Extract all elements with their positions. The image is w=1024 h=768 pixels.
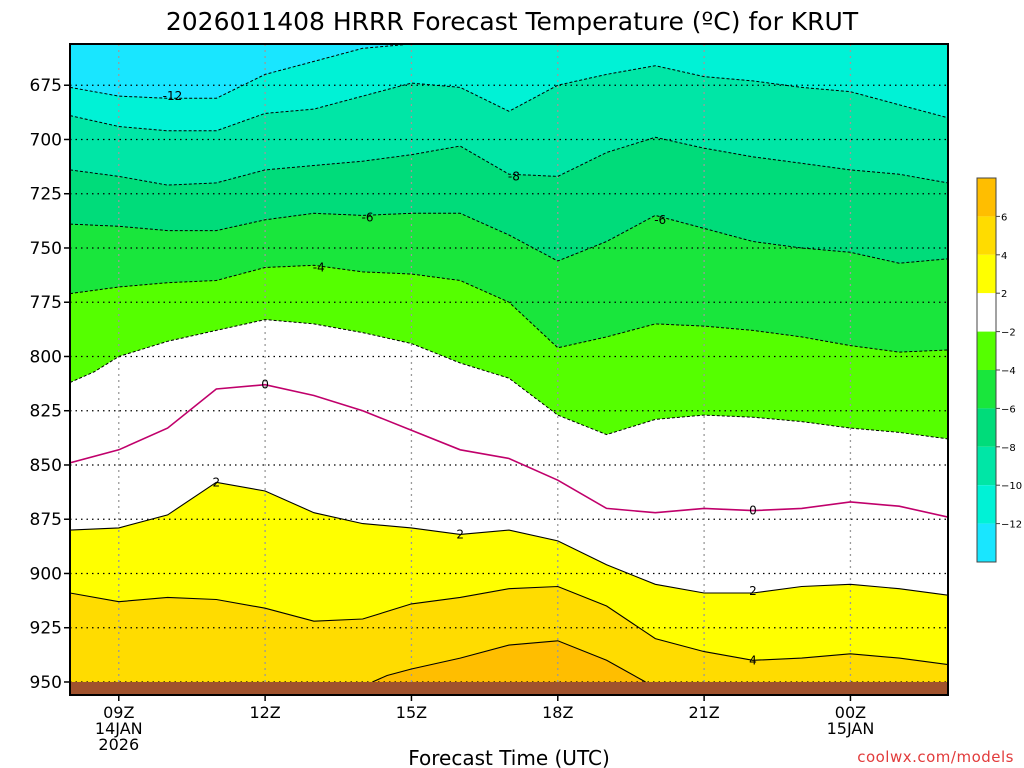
color-legend: 6 4 2 −2 −4 −6 −8 −10 −12: [976, 177, 1022, 563]
y-tick-label: 750: [30, 239, 62, 259]
legend-label: −12: [1001, 520, 1022, 531]
band-4-to-6: [70, 586, 948, 695]
contour-6: [372, 640, 646, 683]
contour-2: [70, 481, 948, 596]
contour-label: 0: [749, 504, 757, 518]
y-tick-label: 725: [30, 185, 62, 205]
y-tick-label: 875: [30, 510, 62, 530]
y-tick-label: 775: [30, 293, 62, 313]
y-axis-ticks: 675 700 725 750 775 800 825 850 875 900 925 950: [30, 76, 70, 693]
contour-minus4: [70, 264, 948, 353]
legend-label: −10: [1001, 481, 1022, 492]
x-tick-label: 12Z: [249, 703, 280, 722]
legend-swatch: [977, 408, 996, 447]
y-tick-label: 825: [30, 402, 62, 422]
legend-swatch: [977, 178, 996, 217]
y-tick-label: 925: [30, 619, 62, 639]
x-tick-label: 00Z: [835, 703, 866, 722]
ground: [70, 681, 948, 695]
legend-label: 6: [1001, 212, 1007, 223]
legend-swatch: [977, 370, 996, 409]
x-tick-label: 15JAN: [827, 719, 875, 738]
contour-minus8: [70, 136, 948, 186]
credit-text: coolwx.com/models: [857, 748, 1014, 766]
y-tick-label: 800: [30, 347, 62, 367]
legend-swatch: [977, 331, 996, 370]
contour-minus12: [70, 44, 466, 99]
x-tick-label: 14JAN: [95, 719, 143, 738]
legend-swatch: [977, 485, 996, 524]
contour-lines: [70, 44, 948, 683]
y-tick-label: 950: [30, 673, 62, 693]
legend-label: −8: [1001, 443, 1016, 454]
contour-minus2: [70, 319, 948, 440]
contour-4: [70, 585, 948, 666]
legend-label: 2: [1001, 289, 1007, 300]
legend-label: −4: [1001, 366, 1016, 377]
y-tick-label: 850: [30, 456, 62, 476]
temperature-fill-bands: [70, 44, 948, 695]
contour-label: -6: [654, 213, 666, 227]
contour-label: 2: [749, 584, 757, 598]
x-tick-label: 2026: [98, 735, 139, 754]
legend-swatch: [977, 216, 996, 255]
contour-label: 2: [213, 475, 221, 489]
legend-label: −6: [1001, 404, 1016, 415]
legend-swatch: [977, 293, 996, 332]
y-tick-label: 675: [30, 76, 62, 96]
x-tick-label: 15Z: [396, 703, 427, 722]
plot-frame: [69, 43, 949, 696]
chart-title: 2026011408 HRRR Forecast Temperature (ºC…: [166, 7, 859, 36]
x-tick-label: 18Z: [542, 703, 573, 722]
y-tick-label: 900: [30, 564, 62, 584]
contour-label: -12: [163, 89, 183, 103]
legend-label: −2: [1001, 328, 1016, 339]
contour-label: -4: [313, 261, 325, 275]
band-above-6: [372, 640, 646, 682]
contour-minus6: [70, 212, 948, 264]
contour-label: 2: [456, 527, 464, 541]
contour-labels: -12 -8 -6 -6 -4 0 0 2 2 2 4: [163, 89, 757, 667]
x-axis-label: Forecast Time (UTC): [408, 746, 610, 768]
contour-label: 0: [261, 378, 269, 392]
legend-swatch: [977, 254, 996, 294]
contour-label: 4: [749, 653, 757, 667]
x-tick-label: 21Z: [688, 703, 719, 722]
contour-label: -8: [508, 169, 520, 183]
contour-label: -6: [362, 211, 374, 225]
legend-swatch: [977, 446, 996, 486]
legend-label: 4: [1001, 251, 1007, 262]
x-tick-label: 09Z: [103, 703, 134, 722]
contour-0: [70, 383, 948, 518]
legend-swatch: [977, 523, 996, 562]
ground-strip: [70, 681, 948, 695]
contour-minus10: [70, 65, 948, 132]
y-tick-label: 700: [30, 130, 62, 150]
